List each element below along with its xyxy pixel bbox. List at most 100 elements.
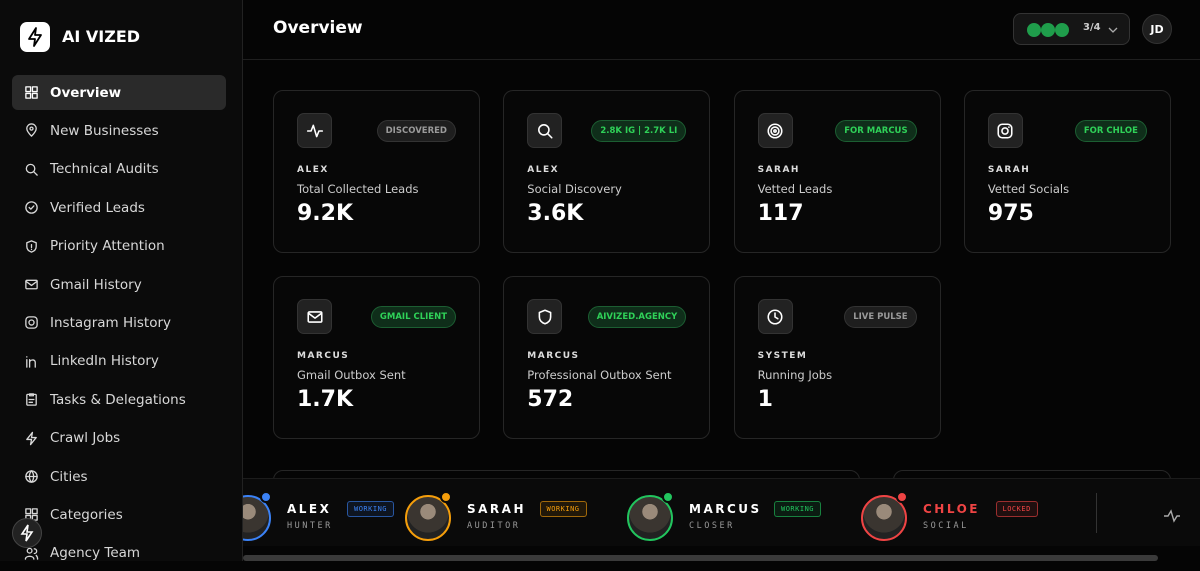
card-owner: MARCUS: [527, 351, 580, 361]
agent-status-dot: [260, 491, 272, 503]
nav-item[interactable]: Agency Team: [12, 536, 226, 571]
brand-logo: [20, 22, 50, 52]
stat-card: DISCOVERED ALEX Total Collected Leads 9.2K: [273, 90, 480, 253]
nav-item[interactable]: Overview: [12, 75, 226, 110]
nav-item[interactable]: LinkedIn History: [12, 344, 226, 379]
card-label: Vetted Leads: [757, 182, 833, 196]
scrollbar[interactable]: [243, 555, 1158, 561]
nav-icon: [24, 546, 39, 565]
card-label: Social Discovery: [527, 182, 622, 196]
nav-item[interactable]: Technical Audits: [12, 152, 226, 187]
nav-label: Technical Audits: [50, 161, 159, 178]
nav-label: Priority Attention: [50, 238, 165, 255]
card-owner: ALEX: [297, 165, 329, 175]
brand-name: AI VIZED: [62, 27, 141, 46]
card-value: 975: [987, 201, 1034, 226]
stat-card: FOR MARCUS SARAH Vetted Leads 117: [733, 90, 941, 253]
card-value: 572: [527, 387, 574, 412]
nav-item[interactable]: Verified Leads: [12, 190, 226, 225]
stat-card: GMAIL CLIENT MARCUS Gmail Outbox Sent 1.7K: [273, 276, 480, 439]
nav-label: Crawl Jobs: [50, 430, 121, 447]
card-icon: [527, 299, 563, 334]
nav-icon: [24, 354, 39, 373]
card-badge: FOR CHLOE: [1074, 120, 1147, 142]
nav-label: New Businesses: [50, 122, 159, 139]
stat-card: FOR CHLOE SARAH Vetted Socials 975: [963, 90, 1171, 253]
user-avatar[interactable]: JD: [1142, 14, 1172, 44]
card-label: Professional Outbox Sent: [527, 368, 672, 382]
nav-icon: [24, 123, 39, 142]
nav-icon: [24, 431, 39, 450]
nav-label: LinkedIn History: [50, 353, 159, 370]
card-icon: [757, 113, 793, 148]
agent-status-dot: [896, 491, 908, 503]
status-pill[interactable]: 3/4: [1013, 13, 1130, 45]
card-value: 3.6K: [527, 201, 584, 226]
agent-name: CHLOE: [923, 502, 980, 516]
stat-card: AIVIZED.AGENCY MARCUS Professional Outbox …: [503, 276, 711, 439]
nav-icon: [24, 469, 39, 488]
nav-item[interactable]: Priority Attention: [12, 229, 226, 264]
nav-icon: [24, 315, 39, 334]
nav-label: Gmail History: [50, 276, 142, 293]
quick-action[interactable]: [12, 518, 42, 548]
nav-item[interactable]: Cities: [12, 459, 226, 494]
nav-item[interactable]: New Businesses: [12, 113, 226, 148]
nav-item[interactable]: Categories: [12, 497, 226, 532]
card-label: Gmail Outbox Sent: [297, 368, 406, 382]
divider: [1096, 493, 1097, 533]
nav-label: Tasks & Delegations: [50, 391, 186, 408]
nav-item[interactable]: Crawl Jobs: [12, 421, 226, 456]
nav-icon: [24, 239, 39, 258]
card-value: 117: [757, 201, 804, 226]
nav-label: Verified Leads: [50, 199, 145, 216]
card-value: 9.2K: [297, 201, 354, 226]
agent-role: CLOSER: [689, 521, 735, 531]
card-label: Total Collected Leads: [297, 182, 419, 196]
card-badge: DISCOVERED: [376, 120, 456, 142]
card-value: 1.7K: [297, 387, 354, 412]
sidebar: AI VIZED Overview New Businesses Technical…: [0, 0, 243, 561]
agent-avatar: [861, 495, 907, 541]
card-badge: AIVIZED.AGENCY: [587, 306, 687, 328]
card-icon: [757, 299, 793, 334]
agent-name: MARCUS: [689, 502, 762, 516]
card-icon: [297, 299, 332, 334]
agent-role: HUNTER: [287, 521, 333, 531]
counter: 3/4: [1083, 22, 1101, 33]
nav-label: Instagram History: [50, 314, 171, 331]
agent-strip: ALEX WORKING HUNTER SARAH WORKING AUDITOR MARC…: [243, 478, 1200, 546]
card-badge: 2.8K IG | 2.7K LI: [591, 120, 687, 142]
card-badge: GMAIL CLIENT: [370, 306, 456, 328]
nav-label: Overview: [50, 84, 122, 101]
card-owner: SYSTEM: [757, 351, 808, 361]
agent-status: WORKING: [774, 501, 822, 517]
card-owner: ALEX: [527, 165, 560, 175]
nav-icon: [24, 85, 39, 104]
agent-name: ALEX: [287, 502, 332, 516]
nav-icon: [24, 277, 39, 296]
agent-role: SOCIAL: [923, 521, 969, 531]
page-title: Overview: [273, 18, 363, 38]
header: Overview 3/4 JD: [243, 0, 1200, 60]
stat-card: LIVE PULSE SYSTEM Running Jobs 1: [733, 276, 941, 439]
nav-icon: [24, 200, 39, 219]
card-owner: MARCUS: [297, 351, 350, 361]
nav-item[interactable]: Gmail History: [12, 267, 226, 302]
card-label: Running Jobs: [757, 368, 833, 382]
nav-label: Categories: [50, 506, 123, 523]
stat-card: 2.8K IG | 2.7K LI ALEX Social Discovery 3.6…: [503, 90, 711, 253]
card-label: Vetted Socials: [987, 182, 1070, 196]
card-owner: SARAH: [987, 165, 1031, 175]
card-icon: [987, 113, 1023, 148]
agent-status: LOCKED: [995, 501, 1038, 517]
agent-status: WORKING: [347, 501, 395, 517]
card-badge: FOR MARCUS: [835, 120, 917, 142]
nav-item[interactable]: Tasks & Delegations: [12, 382, 226, 417]
card-icon: [527, 113, 563, 148]
agent-status-dot: [440, 491, 452, 503]
nav-item[interactable]: Instagram History: [12, 305, 226, 340]
card-badge: LIVE PULSE: [844, 306, 917, 328]
agent-status: WORKING: [539, 501, 587, 517]
